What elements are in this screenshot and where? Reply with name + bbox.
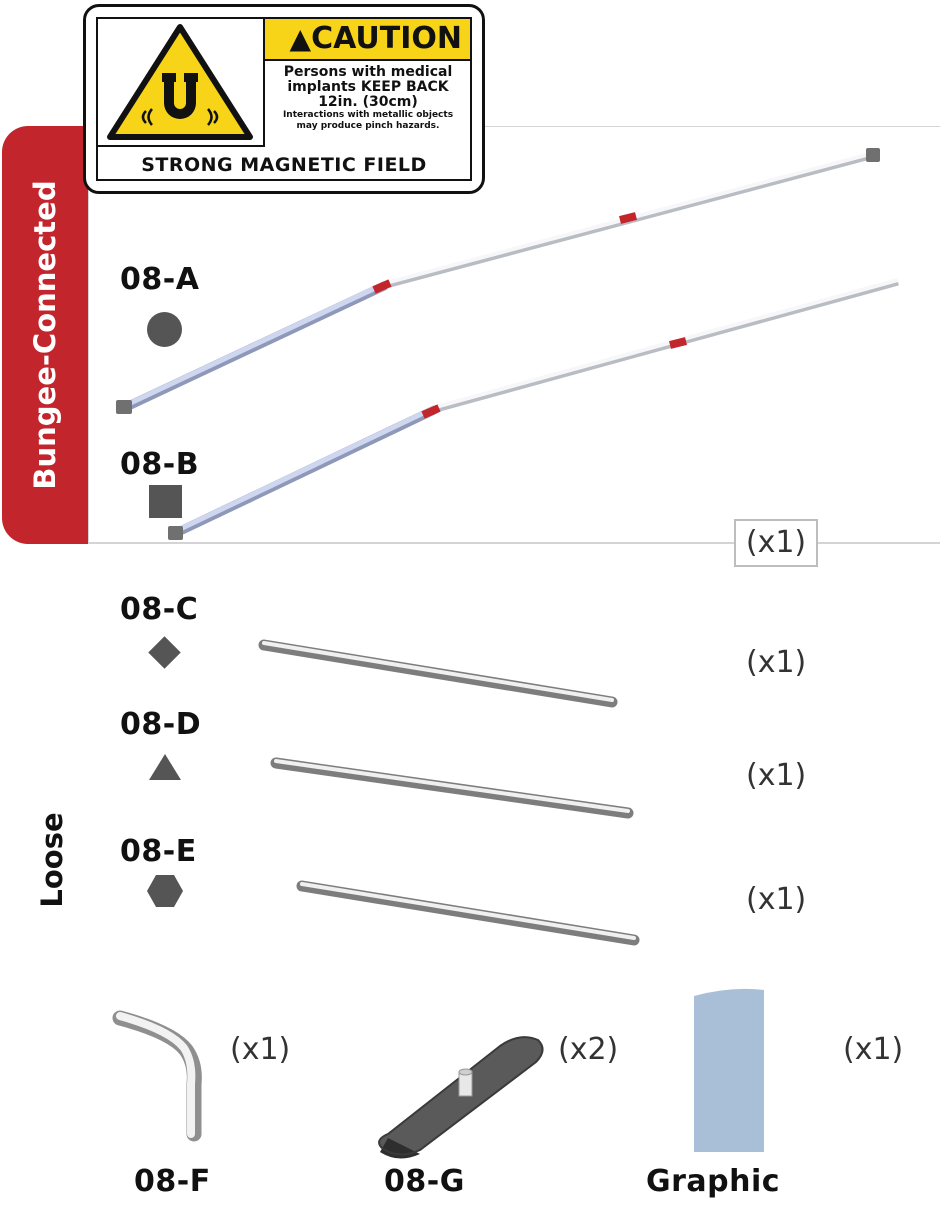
quantity-08-d: (x1) [746, 758, 807, 793]
square-symbol-icon [149, 485, 182, 518]
quantity-08-g: (x2) [558, 1032, 619, 1067]
loose-section-label: Loose [35, 812, 69, 908]
caution-footer: STRONG MAGNETIC FIELD [141, 154, 427, 176]
caution-heading-text: CAUTION [311, 21, 462, 56]
triangle-symbol-icon [149, 754, 181, 780]
quantity-graphic: (x1) [843, 1032, 904, 1067]
caution-line-3: 12in. (30cm) [318, 94, 418, 110]
circle-symbol-icon [147, 312, 182, 347]
elbow-08-f [112, 1010, 202, 1142]
bungee-section-tab [2, 126, 88, 544]
part-code-08-c: 08-C [120, 592, 199, 627]
caution-body: Persons with medical implants KEEP BACK … [268, 65, 468, 132]
part-code-graphic: Graphic [646, 1164, 781, 1199]
graphic-panel [694, 988, 764, 1152]
part-code-08-g: 08-G [384, 1164, 465, 1199]
part-code-08-b: 08-B [120, 447, 200, 482]
hexagon-symbol-icon [147, 875, 183, 907]
caution-label: ▲CAUTION Persons with medical implants K… [83, 4, 485, 194]
caution-triangle-icon: ▲ [289, 22, 312, 55]
bungee-section-frame [88, 126, 940, 544]
caution-line-2: implants KEEP BACK [287, 79, 449, 95]
magnet-hazard-icon [98, 19, 265, 147]
quantity-08-c: (x1) [746, 645, 807, 680]
part-code-08-e: 08-E [120, 834, 197, 869]
quantity-08-e: (x1) [746, 882, 807, 917]
caution-line-5: may produce pinch hazards. [296, 121, 440, 131]
caution-heading: ▲CAUTION [265, 19, 470, 61]
part-code-08-f: 08-F [134, 1164, 211, 1199]
pole-08-a [116, 148, 880, 414]
part-code-08-d: 08-D [120, 707, 202, 742]
caution-line-4: Interactions with metallic objects [282, 110, 454, 120]
quantity-bungee-set: (x1) [734, 519, 818, 567]
quantity-08-f: (x1) [230, 1032, 291, 1067]
base-plate-08-g [378, 1036, 544, 1159]
part-code-08-a: 08-A [120, 262, 200, 297]
caution-line-1: Persons with medical [283, 64, 453, 80]
pole-08-b [168, 278, 899, 540]
